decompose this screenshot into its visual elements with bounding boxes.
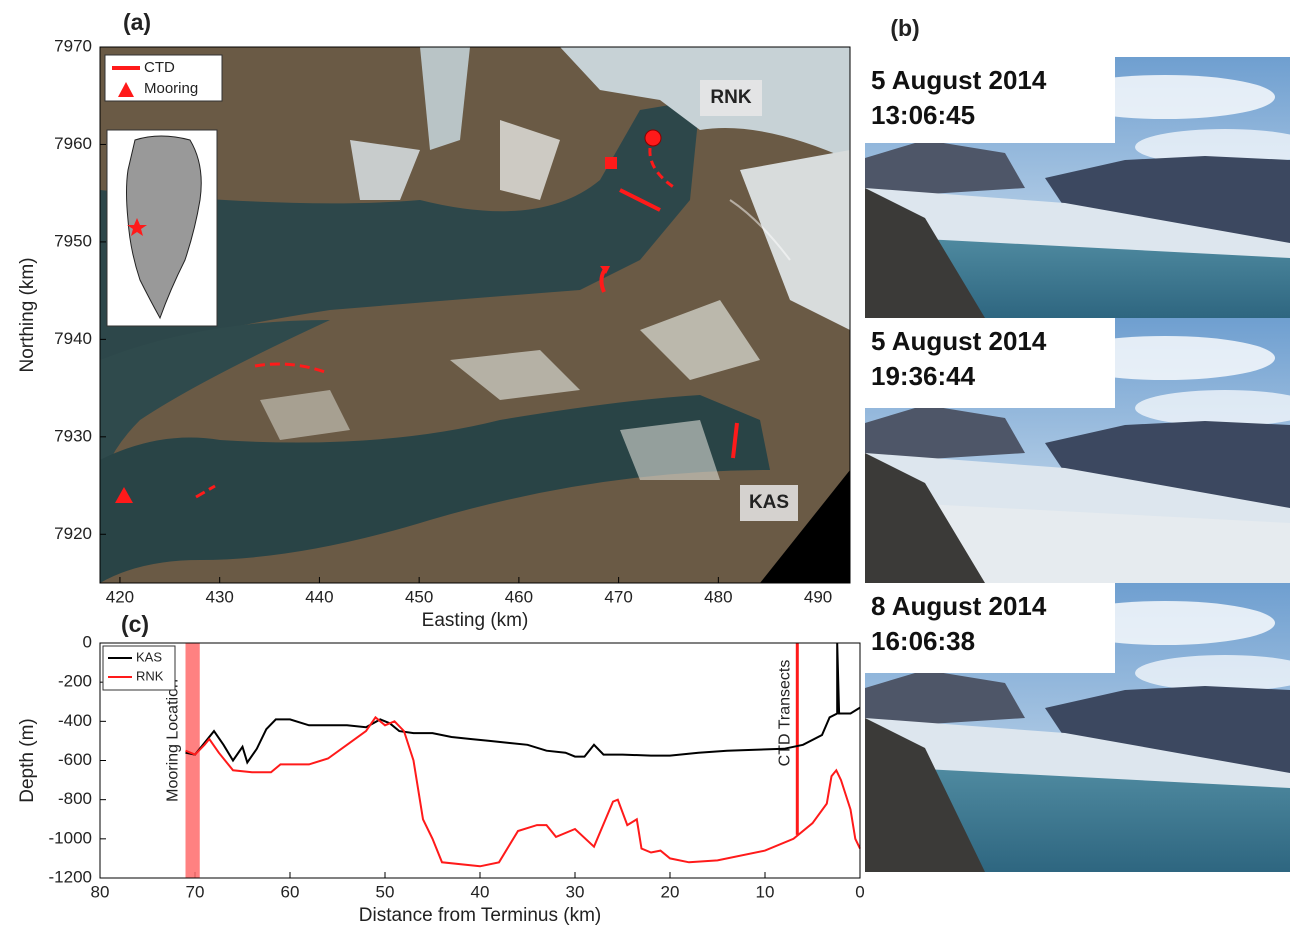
x-tick-label: 70 (186, 882, 205, 901)
place-label: RNK (710, 87, 751, 108)
place-label: KAS (749, 492, 789, 513)
cloud (1135, 655, 1290, 691)
x-tick-label: 80 (91, 882, 110, 901)
x-tick-label: 490 (804, 587, 832, 606)
y-tick-label: 7950 (54, 231, 92, 250)
y-axis-label: Northing (km) (17, 257, 38, 372)
annotation: Mooring Location (165, 679, 182, 802)
panel-label: (a) (123, 9, 151, 35)
cloud (1135, 129, 1290, 165)
y-tick-label: -1000 (49, 828, 92, 847)
y-tick-label: 7920 (54, 524, 92, 543)
map-legend: CTD Mooring (104, 54, 223, 102)
x-tick-label: 50 (376, 882, 395, 901)
y-tick-label: -600 (58, 750, 92, 769)
y-tick-label: 0 (83, 632, 92, 651)
x-tick-label: 430 (205, 587, 233, 606)
plot-frame (99, 642, 861, 879)
mountain (865, 140, 1025, 198)
fjord-water (905, 238, 1290, 318)
caption-box (865, 583, 1115, 673)
y-tick-label: 7960 (54, 134, 92, 153)
x-tick-label: 440 (305, 587, 333, 606)
x-tick-label: 40 (471, 882, 490, 901)
fjord-water (905, 768, 1290, 872)
panel-label: (c) (121, 611, 149, 637)
x-axis-label: Distance from Terminus (km) (359, 905, 601, 926)
rocks (865, 718, 985, 872)
photo: 8 August 2014 16:06:38 (865, 583, 1290, 872)
cloud (1135, 390, 1290, 426)
panel-label: (b) (890, 15, 919, 41)
photo-date: 8 August 2014 (871, 591, 1047, 621)
y-tick-label: 7930 (54, 426, 92, 445)
x-tick-label: 470 (604, 587, 632, 606)
mountain (865, 405, 1025, 463)
x-tick-label: 420 (106, 587, 134, 606)
legend-swatch (118, 82, 134, 97)
x-tick-label: 20 (661, 882, 680, 901)
caption-box (865, 57, 1115, 143)
x-tick-label: 480 (704, 587, 732, 606)
x-tick-label: 0 (855, 882, 864, 901)
legend-label: RNK (136, 668, 164, 683)
rocks (865, 453, 985, 583)
legend-label: KAS (136, 649, 162, 664)
photo-date: 5 August 2014 (871, 65, 1047, 95)
photo-time: 16:06:38 (871, 626, 975, 656)
legend-label: CTD (144, 59, 175, 76)
x-axis-label: Easting (km) (422, 610, 529, 631)
y-tick-label: -400 (58, 711, 92, 730)
place-label-box (700, 80, 762, 116)
map-frame (99, 46, 851, 584)
photo: 5 August 2014 13:06:45 (865, 57, 1290, 318)
y-tick-label: -1200 (49, 867, 92, 886)
legend-box (102, 645, 176, 691)
photo: 5 August 2014 19:36:44 (865, 318, 1290, 583)
series-line (185, 642, 861, 765)
y-tick-label: 7970 (54, 36, 92, 55)
rocks (865, 188, 985, 318)
x-tick-label: 60 (281, 882, 300, 901)
greenland-inset (106, 129, 218, 327)
x-tick-label: 10 (756, 882, 775, 901)
legend-label: Mooring (144, 80, 198, 97)
y-tick-label: -800 (58, 789, 92, 808)
x-tick-label: 460 (505, 587, 533, 606)
photo-panel: 5 August 2014 13:06:45 5 August 2014 19:36:… (865, 57, 1290, 872)
photo-date: 5 August 2014 (871, 326, 1047, 356)
legend: KAS RNK (102, 645, 176, 691)
annotation: CTD Transects (777, 660, 794, 767)
y-axis-label: Depth (m) (17, 718, 38, 802)
y-tick-label: -200 (58, 672, 92, 691)
place-label-box (740, 485, 798, 521)
series-line (185, 715, 861, 868)
caption-box (865, 318, 1115, 408)
fjord-water (905, 503, 1290, 583)
x-tick-label: 450 (405, 587, 433, 606)
y-tick-label: 7940 (54, 329, 92, 348)
photo-time: 19:36:44 (871, 361, 976, 391)
x-tick-label: 30 (566, 882, 585, 901)
photo-time: 13:06:45 (871, 100, 975, 130)
mooring-band (185, 643, 200, 878)
mountain (865, 670, 1025, 728)
